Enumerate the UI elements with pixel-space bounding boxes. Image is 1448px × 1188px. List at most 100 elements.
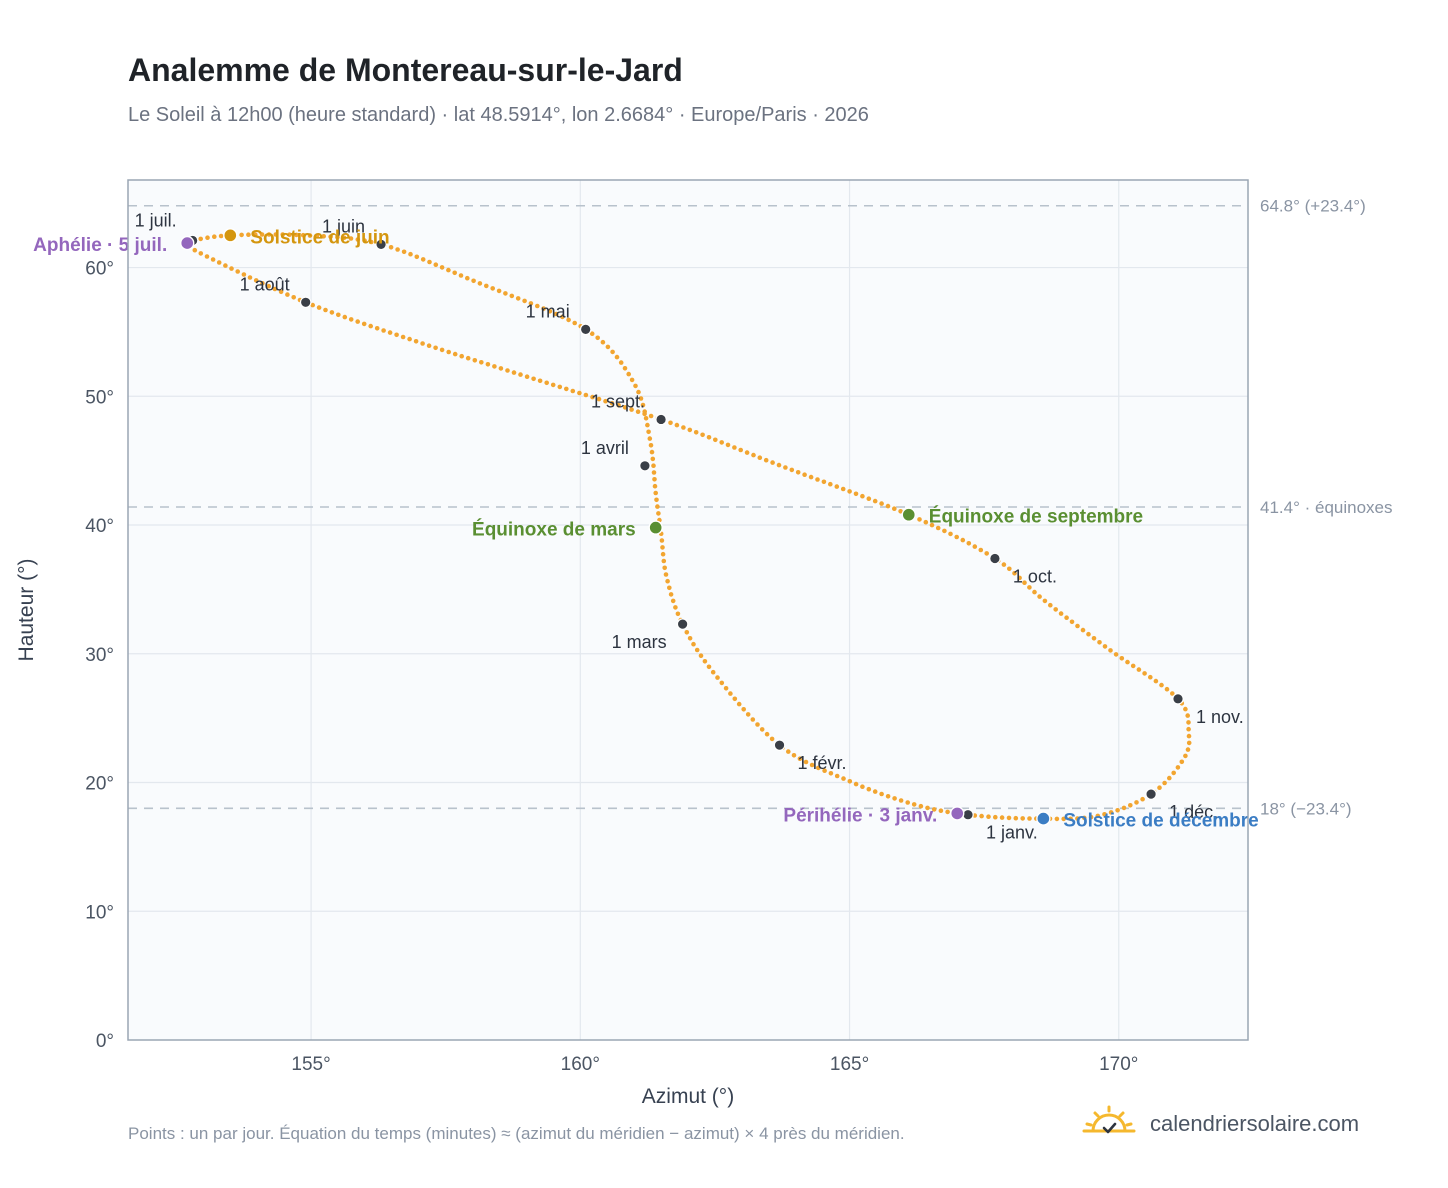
month-marker-label: 1 juil. bbox=[135, 211, 177, 231]
daily-sun-point bbox=[266, 283, 272, 289]
daily-sun-point bbox=[687, 636, 693, 641]
daily-sun-point bbox=[879, 501, 884, 506]
month-marker-label: 1 déc. bbox=[1169, 802, 1218, 822]
daily-sun-point bbox=[640, 402, 646, 408]
brand[interactable]: calendriersolaire.com bbox=[1082, 1104, 1359, 1144]
daily-sun-point bbox=[394, 332, 399, 338]
daily-sun-point bbox=[638, 396, 644, 401]
daily-sun-point bbox=[659, 538, 665, 543]
daily-sun-point bbox=[1075, 816, 1080, 821]
daily-sun-point bbox=[294, 232, 299, 238]
daily-sun-point bbox=[272, 286, 278, 292]
daily-sun-point bbox=[1167, 775, 1172, 781]
daily-sun-point bbox=[1108, 810, 1114, 815]
daily-sun-point bbox=[1140, 796, 1145, 802]
daily-sun-point bbox=[757, 455, 763, 461]
daily-sun-point bbox=[797, 756, 803, 761]
daily-sun-point bbox=[966, 541, 972, 546]
daily-sun-point bbox=[550, 382, 556, 388]
daily-sun-point bbox=[570, 388, 576, 394]
daily-sun-point bbox=[1102, 644, 1108, 649]
daily-sun-point bbox=[935, 525, 941, 531]
daily-sun-point bbox=[414, 254, 420, 260]
daily-sun-point bbox=[834, 773, 840, 779]
daily-sun-point bbox=[1157, 785, 1162, 790]
daily-sun-point bbox=[1027, 816, 1032, 821]
event-marker bbox=[950, 806, 965, 821]
daily-sun-point bbox=[413, 339, 419, 344]
daily-sun-point bbox=[999, 815, 1005, 820]
daily-sun-point bbox=[241, 272, 247, 277]
daily-sun-point bbox=[408, 251, 413, 257]
daily-sun-point bbox=[938, 808, 944, 813]
daily-sun-point bbox=[198, 251, 204, 256]
daily-sun-point bbox=[725, 442, 731, 448]
daily-sun-point bbox=[764, 731, 770, 737]
daily-sun-point bbox=[736, 701, 742, 707]
daily-sun-point bbox=[355, 319, 361, 324]
month-marker bbox=[655, 413, 667, 426]
event-marker bbox=[223, 228, 238, 243]
daily-sun-point bbox=[329, 310, 335, 315]
daily-sun-point bbox=[1130, 663, 1136, 669]
daily-sun-point bbox=[355, 237, 361, 242]
daily-sun-point bbox=[1013, 815, 1019, 821]
x-axis-label: Azimut (°) bbox=[642, 1085, 734, 1108]
daily-sun-point bbox=[1175, 765, 1181, 770]
daily-sun-point bbox=[917, 517, 922, 522]
daily-sun-point bbox=[310, 302, 316, 308]
month-marker-label: 1 sept. bbox=[591, 391, 645, 411]
daily-sun-point bbox=[285, 292, 290, 297]
daily-sun-point bbox=[789, 467, 795, 473]
daily-sun-point bbox=[986, 814, 991, 819]
daily-sun-point bbox=[247, 275, 253, 280]
daily-sun-point bbox=[1027, 585, 1032, 590]
reference-line-label: 64.8° (+23.4°) bbox=[1260, 197, 1366, 216]
month-marker bbox=[1172, 693, 1184, 705]
daily-sun-point bbox=[626, 371, 631, 377]
daily-sun-point bbox=[668, 420, 673, 426]
y-tick-label: 0° bbox=[96, 1031, 114, 1052]
daily-sun-point bbox=[993, 814, 998, 820]
daily-sun-point bbox=[369, 239, 374, 245]
daily-sun-point bbox=[834, 484, 840, 489]
daily-sun-point bbox=[1007, 566, 1012, 572]
daily-sun-point bbox=[741, 707, 746, 712]
daily-sun-point bbox=[522, 298, 527, 304]
daily-sun-point bbox=[1164, 686, 1170, 692]
daily-sun-point bbox=[681, 425, 686, 430]
month-marker-label: 1 août bbox=[240, 274, 290, 294]
daily-sun-point bbox=[253, 232, 258, 237]
x-tick-label: 155° bbox=[291, 1054, 330, 1075]
plot-background bbox=[128, 180, 1248, 1040]
daily-sun-point bbox=[885, 503, 891, 509]
daily-sun-point bbox=[1091, 636, 1097, 641]
plot-frame bbox=[127, 179, 1249, 1041]
daily-sun-point bbox=[433, 345, 438, 351]
daily-sun-point bbox=[1119, 656, 1125, 661]
daily-sun-point bbox=[223, 263, 228, 268]
month-marker bbox=[962, 808, 974, 821]
daily-sun-point bbox=[498, 366, 504, 371]
daily-sun-point bbox=[879, 791, 884, 797]
daily-sun-point bbox=[828, 771, 834, 776]
daily-sun-point bbox=[662, 565, 667, 571]
daily-sun-point bbox=[1128, 803, 1133, 808]
daily-sun-point bbox=[719, 440, 724, 445]
daily-sun-point bbox=[328, 234, 333, 239]
daily-sun-point bbox=[452, 270, 458, 276]
daily-sun-point bbox=[1069, 619, 1075, 625]
daily-sun-point bbox=[368, 323, 374, 329]
daily-sun-point bbox=[815, 477, 820, 482]
daily-sun-point bbox=[544, 380, 549, 386]
daily-sun-point bbox=[978, 547, 984, 553]
daily-sun-point bbox=[572, 320, 577, 326]
daily-sun-point bbox=[885, 794, 891, 799]
daily-sun-point bbox=[426, 343, 432, 349]
x-tick-label: 165° bbox=[830, 1054, 869, 1075]
daily-sun-point bbox=[589, 331, 595, 337]
daily-sun-point bbox=[654, 497, 659, 503]
daily-sun-point bbox=[1058, 611, 1064, 616]
daily-sun-point bbox=[660, 551, 666, 557]
daily-sun-point bbox=[1179, 759, 1185, 765]
